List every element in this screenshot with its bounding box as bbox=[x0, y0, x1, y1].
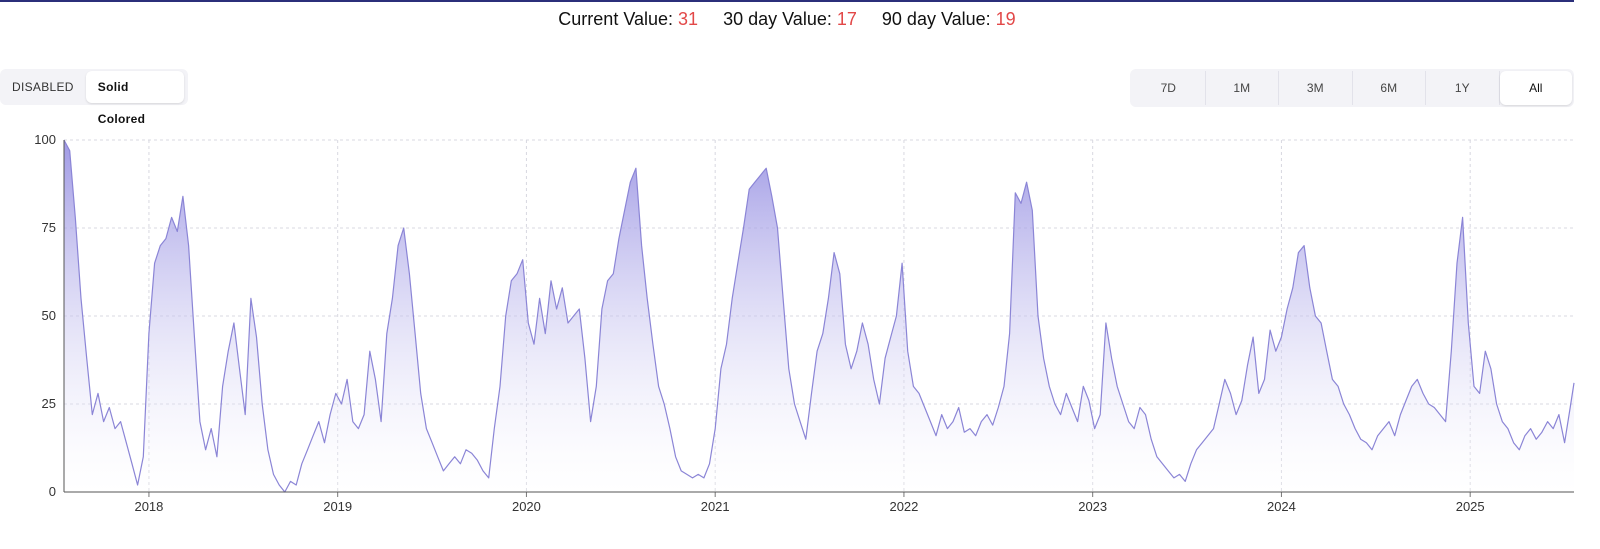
current-value: 31 bbox=[678, 9, 699, 29]
series-area bbox=[64, 140, 1574, 492]
x-tick-label-2023: 2023 bbox=[1078, 499, 1107, 514]
x-tick-label-2021: 2021 bbox=[701, 499, 730, 514]
stats-bar: Current Value: 31 30 day Value: 17 90 da… bbox=[0, 9, 1574, 30]
solid-colored-toggle-button[interactable]: Solid Colored bbox=[85, 71, 184, 126]
90-day-value-stat: 90 day Value: 19 bbox=[882, 9, 1016, 29]
y-tick-label-75: 75 bbox=[42, 220, 56, 235]
y-tick-label-50: 50 bbox=[42, 308, 56, 323]
x-tick-label-2020: 2020 bbox=[512, 499, 541, 514]
top-rule bbox=[0, 0, 1574, 2]
range-6m-button[interactable]: 6M bbox=[1353, 71, 1426, 105]
range-1y-button[interactable]: 1Y bbox=[1426, 71, 1500, 105]
current-value-label: Current Value: bbox=[558, 9, 674, 29]
disabled-toggle-button[interactable]: DISABLED bbox=[12, 80, 74, 94]
range-7d-button[interactable]: 7D bbox=[1132, 71, 1206, 105]
x-tick-label-2022: 2022 bbox=[889, 499, 918, 514]
30-day-value-stat: 30 day Value: 17 bbox=[723, 9, 857, 29]
x-tick-label-2024: 2024 bbox=[1267, 499, 1296, 514]
y-tick-label-25: 25 bbox=[42, 396, 56, 411]
area-chart: 0 25 50 75 100 2018 2019 2020 2021 2022 2023 2024 20… bbox=[34, 132, 1575, 514]
current-value-stat: Current Value: 31 bbox=[558, 9, 698, 29]
y-tick-label-100: 100 bbox=[34, 132, 56, 147]
y-tick-label-0: 0 bbox=[49, 484, 56, 499]
range-3m-button[interactable]: 3M bbox=[1279, 71, 1353, 105]
time-range-selector: 7D 1M 3M 6M 1Y All bbox=[1130, 69, 1574, 107]
90-day-value: 19 bbox=[995, 9, 1016, 29]
x-tick-label-2019: 2019 bbox=[323, 499, 352, 514]
30-day-value-label: 30 day Value: bbox=[723, 9, 832, 29]
90-day-value-label: 90 day Value: bbox=[881, 9, 991, 29]
range-all-button[interactable]: All bbox=[1499, 71, 1572, 105]
range-1m-button[interactable]: 1M bbox=[1206, 71, 1279, 105]
x-tick-label-2025: 2025 bbox=[1456, 499, 1485, 514]
series-line bbox=[63, 139, 1575, 493]
x-tick-label-2018: 2018 bbox=[134, 499, 163, 514]
color-mode-toggle: DISABLED Solid Colored bbox=[0, 69, 188, 126]
30-day-value: 17 bbox=[836, 9, 857, 29]
